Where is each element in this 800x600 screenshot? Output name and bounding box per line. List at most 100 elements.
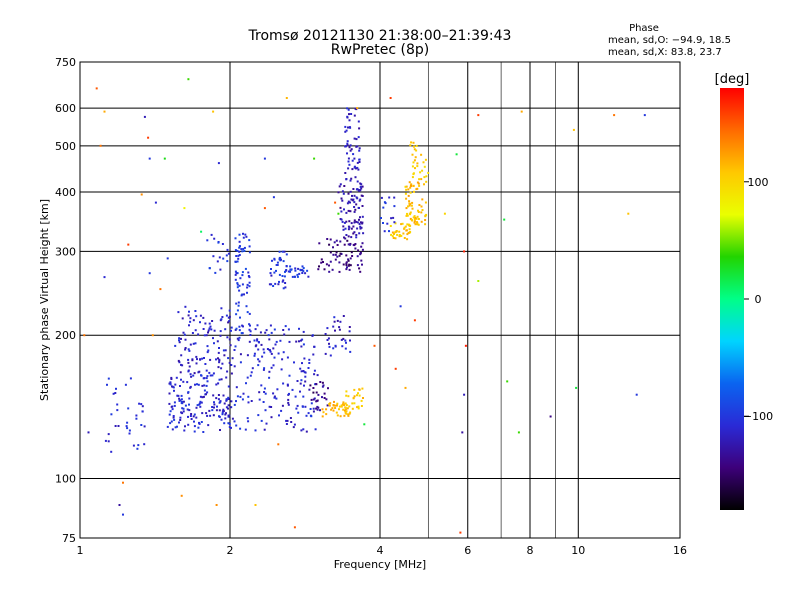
data-point [206,375,209,378]
data-point [189,385,192,388]
data-point [206,380,209,383]
data-point [228,361,231,364]
data-point [239,395,242,398]
data-point [324,352,327,355]
data-point [179,416,182,419]
data-point [205,384,208,387]
data-point [393,196,396,199]
data-point [122,513,124,516]
data-point [347,264,350,267]
data-point [184,338,187,341]
data-point [221,411,224,414]
data-point [235,424,238,427]
data-point [413,190,415,193]
data-point [206,391,209,394]
data-point [190,413,193,415]
data-point [358,223,361,225]
data-point [275,340,278,343]
data-point [357,407,360,410]
data-point [207,329,210,332]
data-point [293,423,296,426]
data-point [263,157,266,160]
data-point [350,251,353,254]
data-point [348,330,351,333]
data-point [278,256,281,259]
data-point [230,364,233,366]
data-point [294,269,297,272]
data-point [195,362,198,365]
data-point [345,261,348,264]
data-point [359,198,362,201]
data-point [353,221,356,224]
data-point [263,207,266,210]
data-point [212,110,215,113]
data-point [266,348,269,350]
data-point [202,395,205,398]
data-point [360,226,363,229]
data-point [244,267,247,270]
data-point [193,425,196,428]
data-point [184,305,187,308]
data-point [345,178,348,180]
data-point [211,409,214,412]
data-point [115,387,117,390]
data-point [411,153,414,156]
data-point [264,331,267,334]
data-point [358,158,361,161]
data-point [361,185,364,188]
data-point [179,371,182,374]
data-point [237,304,240,307]
data-point [355,236,358,239]
data-point [349,126,352,129]
data-point [227,422,230,425]
data-point [128,429,131,432]
data-point [140,193,143,196]
data-point [506,380,509,383]
data-point [414,167,416,170]
data-point [355,145,358,148]
data-point [281,404,284,407]
data-point [253,354,256,357]
data-point [394,231,397,234]
data-point [221,316,224,318]
data-point [340,218,343,221]
data-point [168,413,171,416]
data-point [227,385,230,388]
data-point [218,378,221,381]
data-point [347,167,350,170]
data-point [290,421,293,423]
data-point [348,412,351,415]
data-point [342,401,345,404]
data-point [188,409,191,412]
data-point [346,152,348,155]
data-point [299,367,302,370]
data-point [289,417,292,419]
data-point [287,401,290,404]
data-point [361,242,364,245]
data-point [461,431,464,434]
data-point [276,264,279,266]
data-point [241,324,244,327]
data-point [407,188,410,191]
data-point [380,217,382,219]
data-point [356,394,358,397]
stats-o: mean, sd,O: −94.9, 18.5 [608,35,731,46]
data-point [224,413,227,416]
data-point [220,418,223,421]
data-point [348,146,351,149]
data-point [359,225,362,228]
data-point [173,418,176,421]
data-point [215,397,218,400]
data-point [227,252,230,255]
data-point [225,376,228,379]
data-point [231,357,234,360]
data-point [159,288,162,291]
data-point [356,255,359,258]
data-point [188,349,191,352]
data-point [219,429,221,431]
data-point [345,394,348,397]
data-point [347,126,349,129]
data-point [217,351,220,354]
data-point [298,340,300,343]
data-point [349,201,351,204]
